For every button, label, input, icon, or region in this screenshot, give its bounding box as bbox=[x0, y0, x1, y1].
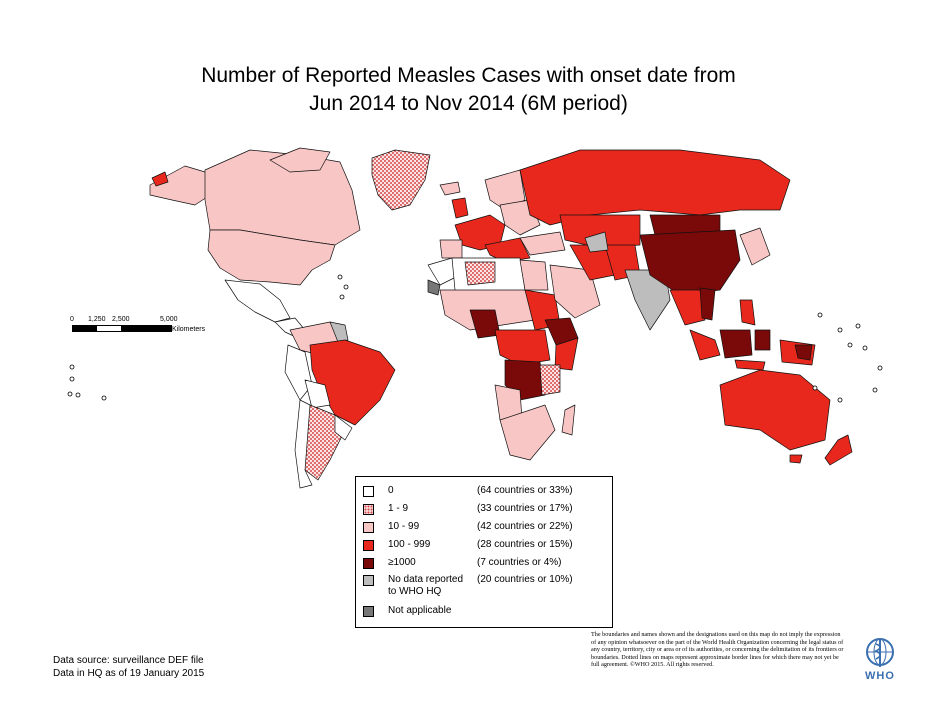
legend-label: 0 bbox=[388, 485, 394, 496]
scale-tick-1: 1,250 bbox=[88, 316, 106, 323]
region-usa bbox=[207, 229, 336, 286]
region-arabia bbox=[549, 264, 601, 319]
region-sulawesi bbox=[754, 329, 771, 351]
region-philippines bbox=[739, 299, 756, 326]
title-line-2: Jun 2014 to Nov 2014 (6M period) bbox=[309, 92, 628, 115]
legend-swatch bbox=[363, 575, 374, 586]
legend-swatch bbox=[363, 558, 374, 569]
disclaimer: The boundaries and names shown and the d… bbox=[591, 631, 844, 669]
region-greenland bbox=[371, 149, 431, 211]
who-emblem-icon bbox=[866, 638, 894, 667]
region-southern-africa bbox=[499, 404, 556, 461]
region-mexico bbox=[224, 279, 291, 323]
scale-tick-2: 2,500 bbox=[112, 316, 130, 323]
region-malaysia-indonesia bbox=[689, 329, 721, 361]
region-tanzania bbox=[539, 364, 561, 396]
region-paraguay-uruguay bbox=[334, 414, 353, 441]
region-algeria-dots bbox=[464, 261, 496, 286]
region-brazil bbox=[309, 339, 396, 426]
scale-tick-3: 5,000 bbox=[160, 316, 178, 323]
legend-label: 10 - 99 bbox=[388, 521, 420, 532]
region-kazakh-grey bbox=[584, 231, 609, 253]
legend-label: 100 - 999 bbox=[388, 539, 431, 550]
region-chile bbox=[294, 399, 313, 489]
region-korea-japan bbox=[739, 227, 771, 266]
region-russia bbox=[519, 149, 791, 226]
legend-count: (28 countries or 15%) bbox=[477, 539, 573, 550]
region-china bbox=[639, 229, 741, 296]
region-western-sahara bbox=[427, 279, 441, 296]
region-somalia-kenya bbox=[554, 337, 579, 371]
legend-label: 1 - 9 bbox=[388, 503, 409, 514]
legend-swatch bbox=[363, 522, 374, 533]
legend-swatch bbox=[363, 606, 374, 617]
region-ecuador-peru bbox=[284, 344, 313, 401]
legend-label-line1: No data reported bbox=[388, 574, 464, 585]
legend-label: Not applicable bbox=[388, 605, 452, 616]
legend-swatch bbox=[363, 504, 374, 515]
region-alaska-spot bbox=[151, 171, 169, 187]
region-iceland bbox=[439, 181, 461, 196]
region-papua-east bbox=[794, 344, 813, 361]
legend-swatch bbox=[363, 540, 374, 551]
scale-unit: Kilometers bbox=[172, 326, 206, 333]
scale-bar-graphic bbox=[72, 325, 172, 332]
region-central-africa bbox=[494, 329, 551, 366]
region-egypt bbox=[519, 259, 549, 291]
source-line-1: Data source: surveillance DEF file bbox=[53, 655, 204, 666]
region-guiana bbox=[329, 321, 349, 343]
region-arctic-islands bbox=[269, 147, 331, 173]
region-bolivia bbox=[304, 379, 331, 409]
who-logo-text: WHO bbox=[865, 670, 895, 682]
legend-count: (64 countries or 33%) bbox=[477, 485, 573, 496]
region-tasmania bbox=[789, 454, 803, 464]
region-uk bbox=[451, 197, 469, 219]
legend-swatch bbox=[363, 486, 374, 497]
legend-count: (7 countries or 4%) bbox=[477, 557, 562, 568]
region-alaska bbox=[149, 165, 211, 206]
legend-label: No data reported to WHO HQ bbox=[388, 574, 463, 598]
region-myanmar-thailand bbox=[669, 289, 706, 326]
title-line-1: Number of Reported Measles Cases with on… bbox=[201, 64, 736, 87]
region-madagascar bbox=[561, 404, 576, 436]
legend-count: (33 countries or 17%) bbox=[477, 503, 573, 514]
legend-label: ≥1000 bbox=[388, 557, 416, 568]
region-turkey bbox=[519, 231, 566, 256]
scale-tick-0: 0 bbox=[70, 316, 74, 323]
source-line-2: Data in HQ as of 19 January 2015 bbox=[53, 668, 205, 679]
legend: 0 (64 countries or 33%) 1 - 9 (33 countr… bbox=[355, 476, 613, 628]
legend-count: (20 countries or 10%) bbox=[477, 574, 573, 585]
region-vietnam bbox=[699, 287, 716, 321]
who-logo: WHO bbox=[858, 636, 902, 684]
region-iberia bbox=[439, 239, 463, 259]
map-title: Number of Reported Measles Cases with on… bbox=[0, 62, 937, 118]
region-new-zealand bbox=[824, 434, 853, 466]
region-borneo bbox=[719, 329, 753, 359]
scale-bar: 0 1,250 2,500 5,000 Kilometers bbox=[68, 316, 208, 346]
data-source: Data source: surveillance DEF file Data … bbox=[53, 654, 204, 680]
legend-label-line2: to WHO HQ bbox=[388, 586, 442, 597]
region-australia bbox=[719, 369, 831, 451]
legend-count: (42 countries or 22%) bbox=[477, 521, 573, 532]
region-timor bbox=[734, 359, 766, 371]
